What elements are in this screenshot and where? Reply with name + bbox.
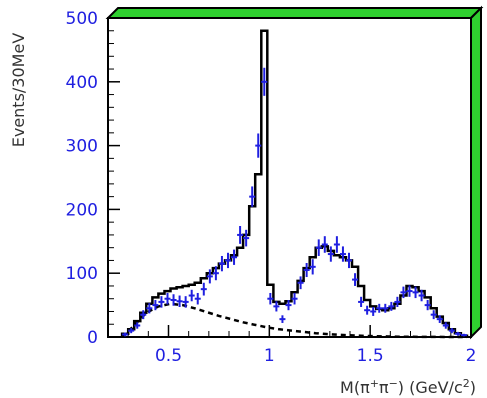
data-point	[122, 332, 129, 337]
data-point	[406, 285, 413, 297]
background-curve	[121, 302, 467, 339]
data-point	[454, 331, 461, 336]
data-point	[376, 303, 383, 313]
data-point	[382, 303, 389, 313]
data-point	[261, 67, 268, 96]
data-point	[218, 255, 225, 272]
data-point	[442, 322, 449, 329]
y-axis-title: Events/30MeV	[9, 33, 28, 148]
data-point	[231, 249, 238, 265]
data-point	[321, 236, 328, 253]
x-axis-title: M(π+π−) (GeV/c2)	[340, 377, 476, 398]
data-point	[224, 252, 231, 269]
data-point	[424, 299, 431, 311]
data-point	[285, 299, 292, 311]
data-point	[339, 246, 346, 262]
data-point	[194, 292, 201, 305]
x-axis-title-suffix: ) (GeV/c	[398, 378, 463, 397]
data-point	[345, 252, 352, 269]
y-axis-ticks: 0 100 200 300 400 500	[66, 9, 120, 348]
y-tick-label-3: 300	[66, 137, 98, 157]
data-point	[327, 246, 334, 262]
data-point	[279, 315, 286, 323]
x-axis-title-end: )	[470, 378, 476, 397]
data-point	[418, 289, 425, 302]
y-tick-label-1: 100	[66, 264, 98, 284]
data-point	[237, 225, 244, 244]
data-point	[206, 269, 213, 284]
background-curve-line	[121, 302, 467, 339]
data-point	[315, 239, 322, 256]
x-axis-title-mid: π	[379, 378, 389, 397]
data-point	[164, 292, 171, 305]
data-point	[352, 273, 359, 286]
data-point	[394, 296, 401, 308]
x-tick-label-2: 1.5	[357, 346, 384, 366]
frame-shadow-top	[105, 7, 484, 19]
data-point	[364, 305, 371, 315]
y-tick-label-2: 200	[66, 200, 98, 220]
data-point	[188, 289, 195, 302]
data-point	[255, 133, 262, 158]
data-point	[358, 296, 365, 308]
data-point	[309, 259, 316, 275]
data-point	[146, 303, 153, 314]
x-axis-title-prefix: M(π	[340, 378, 370, 397]
data-point	[297, 276, 304, 290]
x-axis-title-sup1: +	[370, 377, 379, 390]
fit-histogram	[120, 29, 469, 337]
data-point	[200, 282, 207, 296]
x-axis-ticks: 0.5 1 1.5 2	[127, 325, 477, 366]
data-point	[249, 186, 256, 207]
x-axis-title-sup3: 2	[463, 377, 470, 390]
data-point	[291, 292, 298, 305]
frame-shadow-right	[470, 5, 482, 340]
data-point	[333, 236, 340, 253]
data-point	[267, 292, 274, 305]
x-axis-title-sup2: −	[389, 377, 398, 390]
x-tick-label-3: 2	[466, 346, 477, 366]
data-point	[176, 295, 183, 308]
data-point	[273, 301, 280, 312]
data-point	[436, 315, 443, 323]
data-point	[412, 286, 419, 299]
y-tick-label-5: 500	[66, 9, 98, 29]
data-point	[400, 286, 407, 299]
data-points	[122, 67, 467, 337]
fit-histogram-line	[120, 29, 469, 337]
data-point	[140, 310, 147, 320]
x-tick-label-0: 0.5	[155, 346, 182, 366]
data-point	[460, 333, 467, 337]
data-point	[182, 296, 189, 308]
data-point	[158, 296, 165, 308]
data-point	[152, 299, 159, 311]
plot-frame	[107, 17, 472, 338]
data-point	[243, 229, 250, 247]
x-tick-label-1: 1	[264, 346, 275, 366]
y-tick-label-4: 400	[66, 73, 98, 93]
data-point	[388, 301, 395, 311]
data-point	[303, 262, 310, 278]
data-point	[212, 266, 219, 281]
data-point	[170, 294, 177, 306]
data-point	[448, 328, 455, 334]
y-tick-label-0: 0	[87, 328, 98, 348]
data-point	[430, 310, 437, 320]
data-point	[128, 328, 135, 334]
data-point	[370, 307, 377, 316]
data-point	[134, 322, 141, 329]
